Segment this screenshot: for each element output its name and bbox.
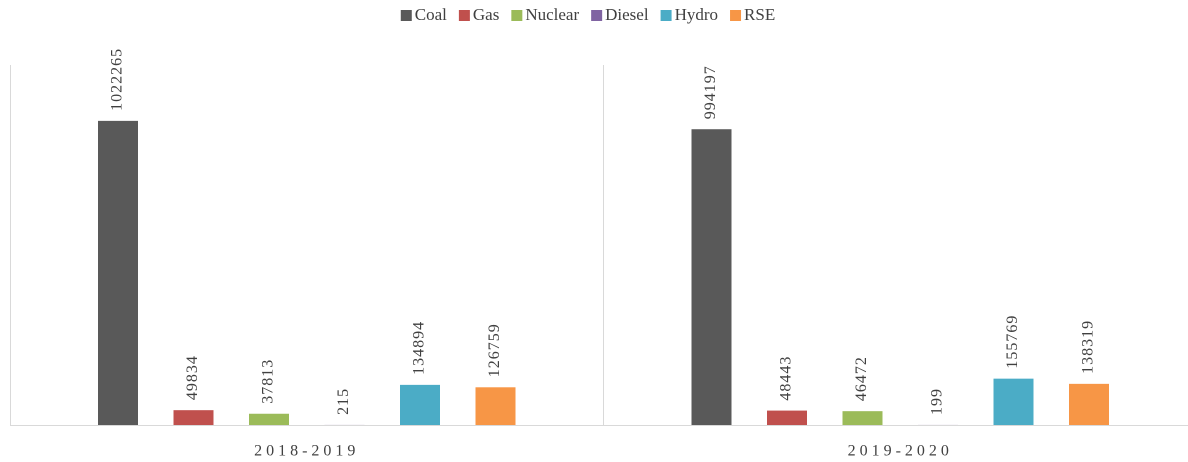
legend-label: Nuclear [525, 5, 579, 24]
legend-label: RSE [744, 5, 775, 24]
bar [1069, 383, 1109, 425]
value-label: 49834 [184, 355, 201, 400]
value-label: 994197 [702, 65, 719, 119]
bar [842, 411, 883, 425]
value-label: 215 [335, 388, 352, 415]
legend-swatch [400, 10, 412, 21]
bar [993, 378, 1034, 425]
value-label: 37813 [260, 359, 277, 404]
value-label: 134894 [411, 321, 428, 375]
legend-label: Hydro [675, 5, 718, 24]
legend-label: Diesel [605, 5, 649, 24]
legend-swatch [660, 10, 672, 21]
bar [691, 129, 732, 426]
bar [475, 387, 516, 425]
value-label: 48443 [778, 356, 795, 401]
legend-swatch [730, 10, 742, 21]
bar [249, 413, 289, 425]
x-tick-label: 2019-2020 [848, 443, 953, 460]
bar [400, 384, 440, 425]
legend-swatch [458, 10, 470, 21]
x-tick-label: 2018-2019 [254, 443, 359, 460]
legend-swatch [511, 10, 523, 21]
value-label: 155769 [1004, 315, 1021, 369]
value-label: 126759 [486, 323, 503, 377]
legend-label: Coal [415, 5, 447, 24]
value-label: 199 [929, 388, 946, 415]
bar [98, 120, 138, 425]
value-label: 138319 [1080, 320, 1097, 374]
legend-label: Gas [473, 5, 499, 24]
bar [173, 410, 214, 425]
bar [767, 410, 807, 425]
value-label: 1022265 [109, 48, 126, 111]
value-label: 46472 [853, 356, 870, 401]
legend-swatch [591, 10, 603, 21]
